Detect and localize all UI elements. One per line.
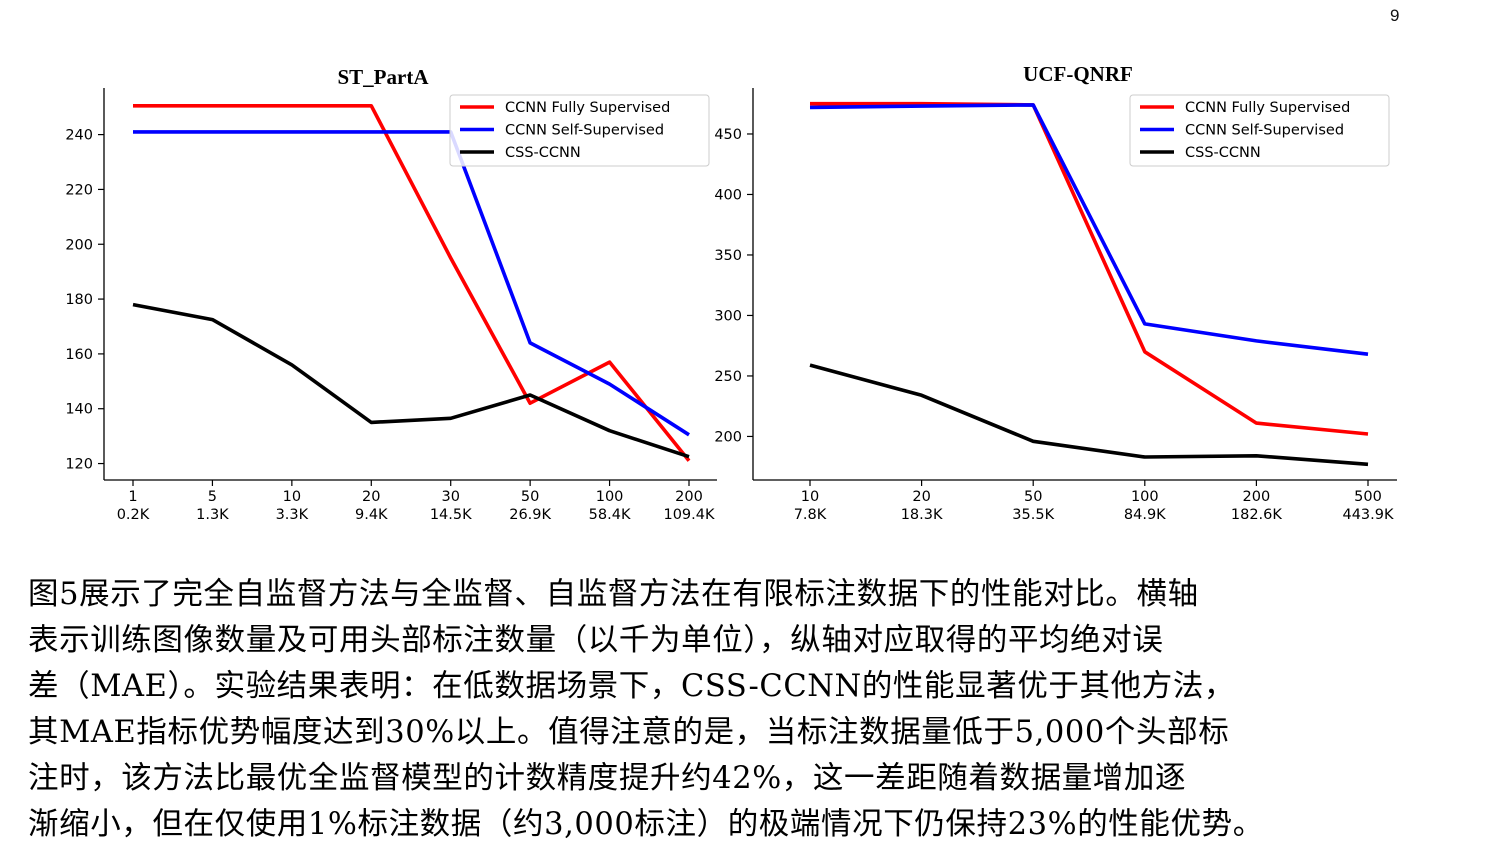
x-tick-label: 20 [912,489,930,505]
chart-title: ST_PartA [338,65,430,89]
x-tick-label: 200 [675,489,703,505]
charts-area: ST_PartA 120 140 160 180 200 220 240 1 0.2K 5 1.3K 1… [65,62,1397,523]
legend-label: CCNN Fully Supervised [1185,100,1350,116]
legend-box [449,94,710,167]
y-tick-label: 120 [65,457,93,473]
page-number: 9 [1390,6,1400,25]
y-tick-label: 400 [714,187,742,203]
caption-line: 差（MAE）。实验结果表明：在低数据场景下，CSS-CCNN的性能显著优于其他方… [28,669,1236,704]
y-tick-label: 350 [714,248,742,264]
x-tick-label-secondary: 26.9K [509,507,551,523]
caption: 图5展示了完全自监督方法与全监督、自监督方法在有限标注数据下的性能对比。横轴 表… [28,572,1468,848]
legend-label: CSS-CCNN [1185,145,1261,161]
legend-label: CCNN Self-Supervised [1185,123,1344,139]
legend-label: CCNN Fully Supervised [505,100,670,116]
legend-label: CSS-CCNN [505,145,581,161]
chart-1: UCF-QNRF 200 250 300 350 400 450 10 7.8K 20 18.3K 5… [714,62,1397,523]
x-tick-label: 10 [801,489,819,505]
caption-line: 表示训练图像数量及可用头部标注数量（以千为单位），纵轴对应取得的平均绝对误 [28,623,1164,658]
series-line-0 [133,104,691,462]
x-tick-label: 5 [208,489,217,505]
legend-label: CCNN Self-Supervised [505,123,664,139]
x-tick-label-secondary: 14.5K [430,507,472,523]
y-tick-label: 250 [714,369,742,385]
x-tick-label-secondary: 35.5K [1012,507,1054,523]
x-tick-label-secondary: 443.9K [1342,507,1394,523]
series-line-2 [809,363,1369,467]
x-tick-label: 100 [596,489,624,505]
y-tick-label: 300 [714,308,742,324]
x-tick-label: 1 [128,489,137,505]
x-tick-label-secondary: 18.3K [901,507,943,523]
y-tick-label: 200 [714,429,742,445]
chart-title: UCF-QNRF [1023,62,1133,86]
x-tick-label-secondary: 182.6K [1231,507,1283,523]
x-tick-label-secondary: 84.9K [1124,507,1166,523]
y-tick-label: 180 [65,292,93,308]
y-tick-label: 220 [65,182,93,198]
y-tick-label: 140 [65,402,93,418]
series-line-0 [810,101,1369,436]
series-line-1 [809,103,1369,356]
x-tick-label: 50 [521,489,539,505]
x-tick-label: 50 [1024,489,1042,505]
caption-line: 渐缩小，但在仅使用1%标注数据（约3,000标注）的极端情况下仍保持23%的性能… [28,807,1264,842]
caption-line: 其MAE指标优势幅度达到30%以上。值得注意的是，当标注数据量低于5,000个头… [28,715,1230,750]
x-tick-label: 30 [441,489,459,505]
x-tick-label: 100 [1131,489,1159,505]
x-tick-label: 20 [362,489,380,505]
y-tick-label: 450 [714,127,742,143]
caption-line: 注时，该方法比最优全监督模型的计数精度提升约42%，这一差距随着数据量增加逐 [28,761,1187,796]
x-tick-label-secondary: 0.2K [117,507,150,523]
x-tick-label-secondary: 109.4K [663,507,715,523]
y-tick-label: 240 [65,128,93,144]
x-tick-label-secondary: 1.3K [196,507,229,523]
series-line-2 [132,302,690,459]
x-tick-label-secondary: 58.4K [589,507,631,523]
x-tick-label: 500 [1354,489,1382,505]
x-tick-label-secondary: 7.8K [794,507,827,523]
y-tick-label: 200 [65,237,93,253]
x-tick-label: 200 [1243,489,1271,505]
x-tick-label: 10 [283,489,301,505]
series-line-1 [133,130,690,437]
x-tick-label-secondary: 3.3K [276,507,309,523]
caption-line: 图5展示了完全自监督方法与全监督、自监督方法在有限标注数据下的性能对比。横轴 [28,577,1199,612]
chart-0: ST_PartA 120 140 160 180 200 220 240 1 0.2K 5 1.3K 1… [65,65,717,523]
legend-box [1129,94,1390,167]
x-tick-label-secondary: 9.4K [355,507,388,523]
y-tick-label: 160 [65,347,93,363]
